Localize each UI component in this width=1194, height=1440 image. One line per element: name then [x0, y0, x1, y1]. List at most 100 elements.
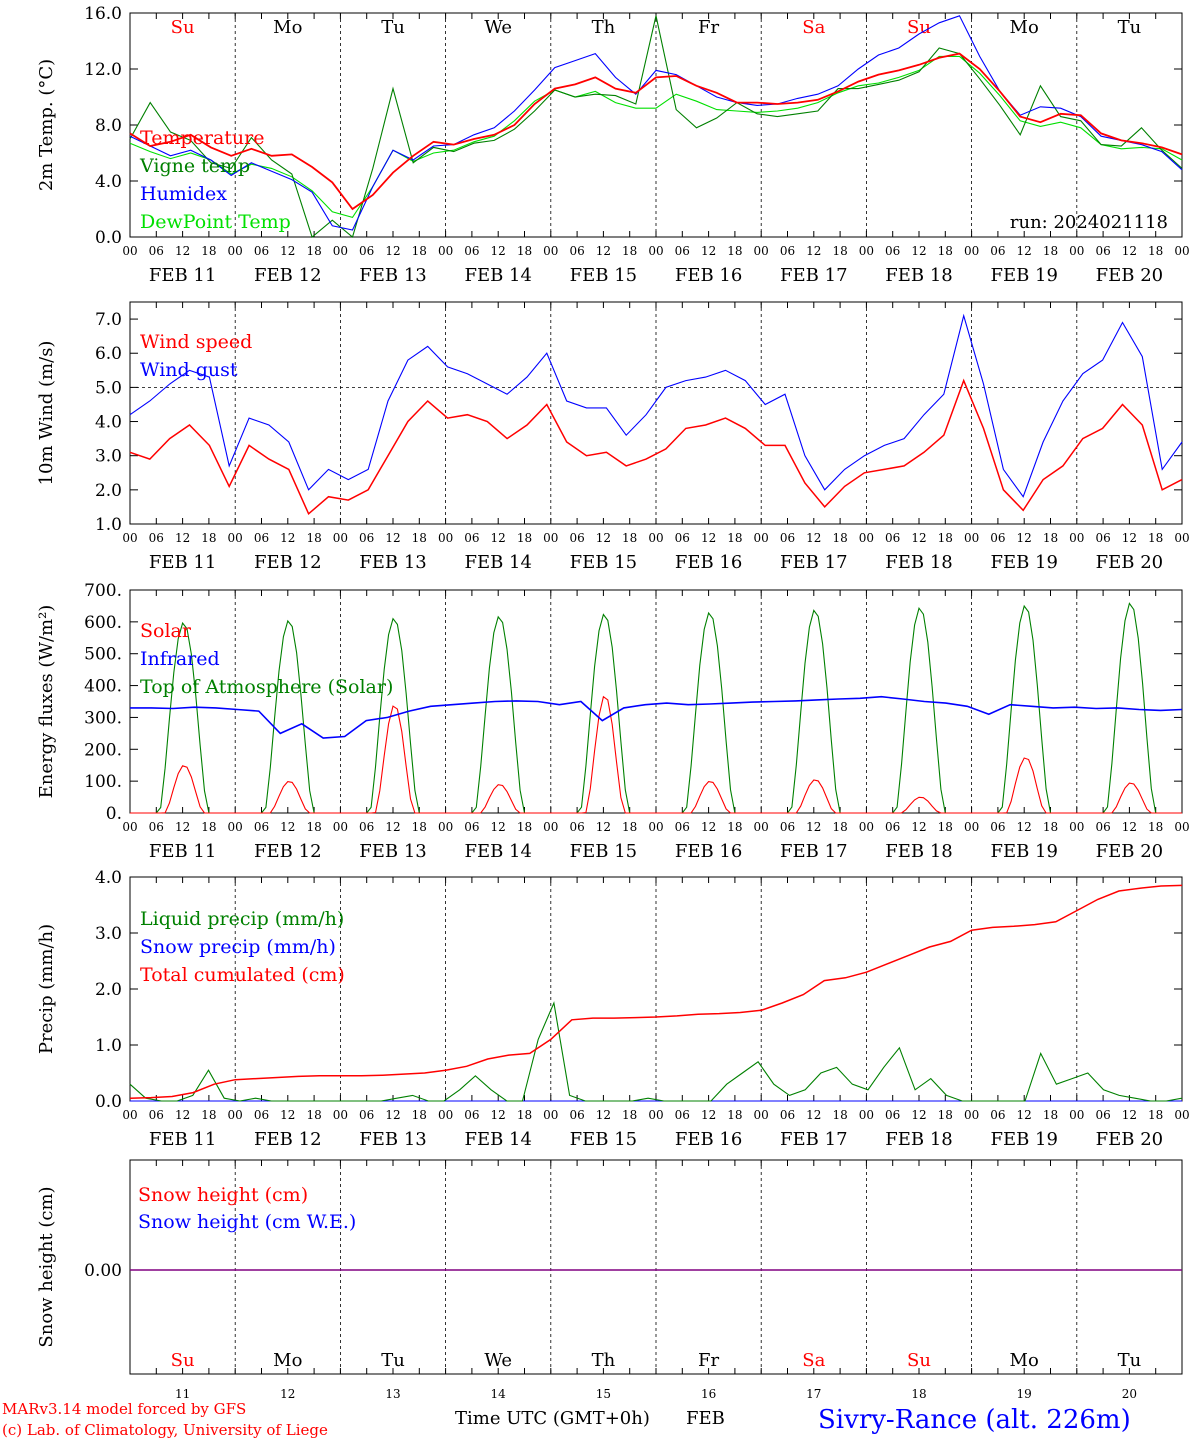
- energy-legend-red: Solar: [140, 620, 192, 642]
- temp-weekday-label: Su: [171, 17, 195, 38]
- snow-day-number: 14: [491, 1387, 507, 1401]
- wind-hour-label: 00: [648, 531, 663, 545]
- wind-hour-label: 06: [569, 531, 584, 545]
- energy-hour-label: 06: [569, 820, 584, 834]
- wind-series-speed: [129, 378, 1183, 516]
- wind-hour-label: 18: [727, 531, 742, 545]
- wind-ytick-label: 1.0: [95, 515, 122, 535]
- precip-legend-blue: Snow precip (mm/h): [140, 936, 336, 958]
- wind-hour-label: 12: [1122, 531, 1137, 545]
- wind-hour-label: 18: [201, 531, 216, 545]
- temp-hour-label: 06: [569, 244, 584, 258]
- temp-weekday-label: Th: [592, 17, 616, 38]
- energy-ytick-label: 600.: [84, 613, 122, 633]
- temp-legend-red: Temperature: [140, 127, 264, 149]
- temp-weekday-label: Su: [907, 17, 931, 38]
- energy-hour-label: 06: [675, 820, 690, 834]
- precip-hour-label: 18: [201, 1108, 216, 1122]
- wind-hour-label: 18: [517, 531, 532, 545]
- energy-hour-label: 12: [1017, 820, 1032, 834]
- snow-weekday-label: Mo: [1010, 1350, 1039, 1371]
- temp-hour-label: 12: [1017, 244, 1032, 258]
- precip-hour-label: 06: [990, 1108, 1005, 1122]
- energy-hour-label: 12: [701, 820, 716, 834]
- wind-hour-label: 06: [780, 531, 795, 545]
- precip-hour-label: 18: [1148, 1108, 1163, 1122]
- temp-date-label: FEB 18: [885, 265, 952, 286]
- temp-weekday-label: Mo: [273, 17, 302, 38]
- wind-hour-label: 12: [491, 531, 506, 545]
- temp-hour-label: 06: [149, 244, 164, 258]
- wind-hour-label: 00: [122, 531, 137, 545]
- energy-hour-label: 12: [806, 820, 821, 834]
- temp-hour-label: 12: [911, 244, 926, 258]
- energy-series-solar: [130, 695, 1182, 814]
- precip-hour-label: 12: [806, 1108, 821, 1122]
- wind-date-label: FEB 19: [990, 552, 1057, 573]
- snow-weekday-label: Sa: [802, 1350, 825, 1371]
- energy-hour-label: 12: [385, 820, 400, 834]
- energy-hour-label: 18: [412, 820, 427, 834]
- energy-date-label: FEB 14: [464, 841, 531, 862]
- wind-hour-label: 18: [306, 531, 321, 545]
- precip-hour-label: 18: [517, 1108, 532, 1122]
- wind-hour-label: 00: [543, 531, 558, 545]
- temp-hour-label: 12: [1122, 244, 1137, 258]
- temp-hour-label: 00: [438, 244, 453, 258]
- precip-ytick-label: 2.0: [95, 980, 122, 1000]
- temp-hour-label: 00: [333, 244, 348, 258]
- precip-hour-label: 00: [648, 1108, 663, 1122]
- energy-ytick-label: 500.: [84, 645, 122, 665]
- energy-date-label: FEB 15: [570, 841, 637, 862]
- temp-hour-label: 18: [201, 244, 216, 258]
- precip-hour-label: 00: [1174, 1108, 1189, 1122]
- temp-hour-label: 00: [1174, 244, 1189, 258]
- temp-date-label: FEB 19: [990, 265, 1057, 286]
- energy-hour-label: 12: [596, 820, 611, 834]
- energy-date-label: FEB 20: [1096, 841, 1163, 862]
- wind-ytick-label: 7.0: [95, 310, 122, 330]
- precip-date-label: FEB 14: [464, 1129, 531, 1150]
- wind-hour-label: 12: [806, 531, 821, 545]
- temp-ytick-label: 12.0: [84, 60, 122, 80]
- credit-line-1: MARv3.14 model forced by GFS: [2, 1400, 246, 1418]
- precip-ytick-label: 0.0: [95, 1092, 122, 1112]
- month-label: FEB: [686, 1408, 725, 1429]
- snow-weekday-label: Tu: [1118, 1350, 1142, 1371]
- energy-hour-label: 18: [201, 820, 216, 834]
- energy-chart: 0. 100. 200. 300. 400. 500. 600. 700. Energy flu…: [36, 581, 1190, 862]
- wind-hour-label: 06: [149, 531, 164, 545]
- temp-hour-label: 18: [938, 244, 953, 258]
- temp-run-annotation: run: 2024021118: [1010, 212, 1168, 233]
- wind-hour-label: 06: [254, 531, 269, 545]
- wind-date-label: FEB 20: [1096, 552, 1163, 573]
- temp-hour-label: 06: [990, 244, 1005, 258]
- precip-hour-label: 18: [832, 1108, 847, 1122]
- snow-weekday-label: Su: [907, 1350, 931, 1371]
- energy-hour-label: 18: [306, 820, 321, 834]
- precip-hour-label: 00: [1069, 1108, 1084, 1122]
- temp-hour-label: 00: [228, 244, 243, 258]
- energy-hour-label: 18: [727, 820, 742, 834]
- energy-hour-label: 18: [1148, 820, 1163, 834]
- wind-hour-label: 06: [675, 531, 690, 545]
- wind-hour-label: 06: [990, 531, 1005, 545]
- temp-hour-label: 18: [1148, 244, 1163, 258]
- temp-weekday-label: Tu: [381, 17, 405, 38]
- temp-date-label: FEB 20: [1096, 265, 1163, 286]
- energy-frame: [129, 589, 1183, 814]
- energy-hour-label: 00: [333, 820, 348, 834]
- energy-hour-label: 00: [438, 820, 453, 834]
- precip-hour-label: 12: [280, 1108, 295, 1122]
- temp-hour-label: 12: [175, 244, 190, 258]
- energy-hour-label: 18: [1043, 820, 1058, 834]
- temp-hour-label: 00: [648, 244, 663, 258]
- snow-day-number: 19: [1017, 1387, 1032, 1401]
- wind-date-label: FEB 18: [885, 552, 952, 573]
- wind-hour-label: 18: [622, 531, 637, 545]
- precip-date-label: FEB 17: [780, 1129, 847, 1150]
- precip-date-label: FEB 20: [1096, 1129, 1163, 1150]
- precip-date-label: FEB 18: [885, 1129, 952, 1150]
- wind-hour-label: 00: [859, 531, 874, 545]
